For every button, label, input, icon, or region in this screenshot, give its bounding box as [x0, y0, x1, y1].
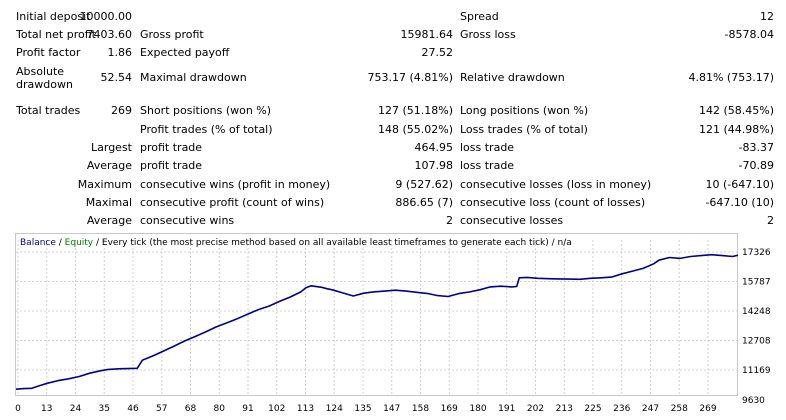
- long-positions-label: Long positions (won %): [460, 104, 589, 117]
- maximal-loss-value: -647.10 (10): [705, 196, 774, 209]
- short-positions-value: 127 (51.18%): [377, 104, 453, 117]
- loss-trades-value: 121 (44.98%): [698, 123, 774, 136]
- profit-factor-value: 1.86: [107, 46, 133, 59]
- x-tick-label: 24: [70, 404, 82, 414]
- expected-payoff-label: Expected payoff: [140, 46, 230, 59]
- y-tick-label: 14248: [742, 307, 771, 317]
- x-tick-label: 0: [15, 404, 21, 414]
- x-tick-label: 180: [469, 404, 486, 414]
- largest-profit-label: profit trade: [140, 141, 203, 154]
- gross-loss-value: -8578.04: [724, 28, 774, 41]
- expected-payoff-value: 27.52: [421, 46, 454, 59]
- x-tick-label: 68: [185, 404, 197, 414]
- x-tick-label: 147: [383, 404, 400, 414]
- maximal-prefix: Maximal: [85, 196, 132, 209]
- long-positions-value: 142 (58.45%): [698, 104, 774, 117]
- x-tick-label: 46: [127, 404, 139, 414]
- x-tick-label: 213: [556, 404, 573, 414]
- x-tick-label: 80: [214, 404, 226, 414]
- maximum-wins-label: consecutive wins (profit in money): [140, 178, 331, 191]
- spread-label: Spread: [460, 10, 499, 23]
- average-consec-losses-value: 2: [767, 214, 774, 227]
- maximal-drawdown-label: Maximal drawdown: [140, 71, 247, 84]
- total-net-profit-value: 7403.60: [86, 28, 133, 41]
- spread-value: 12: [760, 10, 774, 23]
- average-prefix: Average: [86, 159, 132, 172]
- largest-loss-label: loss trade: [460, 141, 515, 154]
- x-tick-label: 258: [671, 404, 688, 414]
- x-tick-label: 135: [354, 404, 371, 414]
- x-tick-label: 202: [527, 404, 544, 414]
- legend-rest: / Every tick (the most precise method ba…: [93, 238, 572, 248]
- absolute-drawdown-label-1: Absolute: [16, 65, 65, 78]
- x-tick-label: 158: [412, 404, 429, 414]
- chart-legend: Balance / Equity / Every tick (the most …: [20, 238, 572, 249]
- x-tick-label: 57: [156, 404, 167, 414]
- maximal-profit-label: consecutive profit (count of wins): [140, 196, 325, 209]
- x-tick-label: 225: [584, 404, 601, 414]
- largest-loss-value: -83.37: [738, 141, 774, 154]
- initial-deposit-label: Initial deposit: [16, 10, 91, 23]
- largest-prefix: Largest: [91, 141, 132, 154]
- balance-series-line: [15, 253, 739, 390]
- legend-balance: Balance: [20, 238, 56, 248]
- maximal-loss-label: consecutive loss (count of losses): [460, 196, 646, 209]
- profit-trades-value: 148 (55.02%): [377, 123, 453, 136]
- relative-drawdown-value: 4.81% (753.17): [688, 71, 774, 84]
- gross-profit-value: 15981.64: [400, 28, 454, 41]
- average-consec-losses-label: consecutive losses: [460, 214, 564, 227]
- x-tick-label: 102: [268, 404, 285, 414]
- x-tick-label: 247: [642, 404, 659, 414]
- average-consec-wins-value: 2: [446, 214, 453, 227]
- short-positions-label: Short positions (won %): [140, 104, 272, 117]
- maximal-drawdown-value: 753.17 (4.81%): [367, 71, 453, 84]
- largest-profit-value: 464.95: [414, 141, 454, 154]
- x-tick-label: 13: [41, 404, 52, 414]
- y-tick-label: 11169: [742, 366, 771, 376]
- x-tick-label: 169: [441, 404, 458, 414]
- x-tick-label: 124: [326, 404, 343, 414]
- relative-drawdown-label: Relative drawdown: [460, 71, 565, 84]
- maximum-losses-label: consecutive losses (loss in money): [460, 178, 652, 191]
- profit-trades-label: Profit trades (% of total): [140, 123, 273, 136]
- average-profit-value: 107.98: [414, 159, 454, 172]
- gross-profit-label: Gross profit: [140, 28, 204, 41]
- x-tick-label: 35: [99, 404, 110, 414]
- absolute-drawdown-label-2: drawdown: [16, 78, 73, 91]
- maximal-profit-value: 886.65 (7): [395, 196, 453, 209]
- x-tick-label: 269: [699, 404, 716, 414]
- y-tick-label: 12708: [742, 337, 771, 347]
- legend-equity: Equity: [64, 238, 94, 248]
- average-loss-value: -70.89: [738, 159, 774, 172]
- total-trades-value: 269: [111, 104, 132, 117]
- average-loss-label: loss trade: [460, 159, 515, 172]
- profit-factor-label: Profit factor: [16, 46, 81, 59]
- maximum-wins-value: 9 (527.62): [395, 178, 453, 191]
- maximum-losses-value: 10 (-647.10): [705, 178, 774, 191]
- total-trades-label: Total trades: [16, 104, 81, 117]
- average-consec-wins-label: consecutive wins: [140, 214, 235, 227]
- maximum-prefix: Maximum: [77, 178, 132, 191]
- y-tick-label: 17326: [742, 248, 771, 258]
- gross-loss-label: Gross loss: [460, 28, 516, 41]
- absolute-drawdown-value: 52.54: [100, 71, 133, 84]
- x-tick-label: 191: [498, 404, 515, 414]
- y-tick-label: 15787: [742, 278, 771, 288]
- initial-deposit-value: 10000.00: [79, 10, 133, 23]
- x-tick-label: 113: [297, 404, 314, 414]
- total-net-profit-label: Total net profit: [16, 28, 96, 41]
- average-profit-label: profit trade: [140, 159, 203, 172]
- y-tick-label: 9630: [742, 396, 765, 406]
- loss-trades-label: Loss trades (% of total): [460, 123, 588, 136]
- legend-sep: /: [55, 238, 65, 248]
- average-consec-prefix: Average: [86, 214, 132, 227]
- x-tick-label: 91: [242, 404, 253, 414]
- x-tick-label: 236: [613, 404, 630, 414]
